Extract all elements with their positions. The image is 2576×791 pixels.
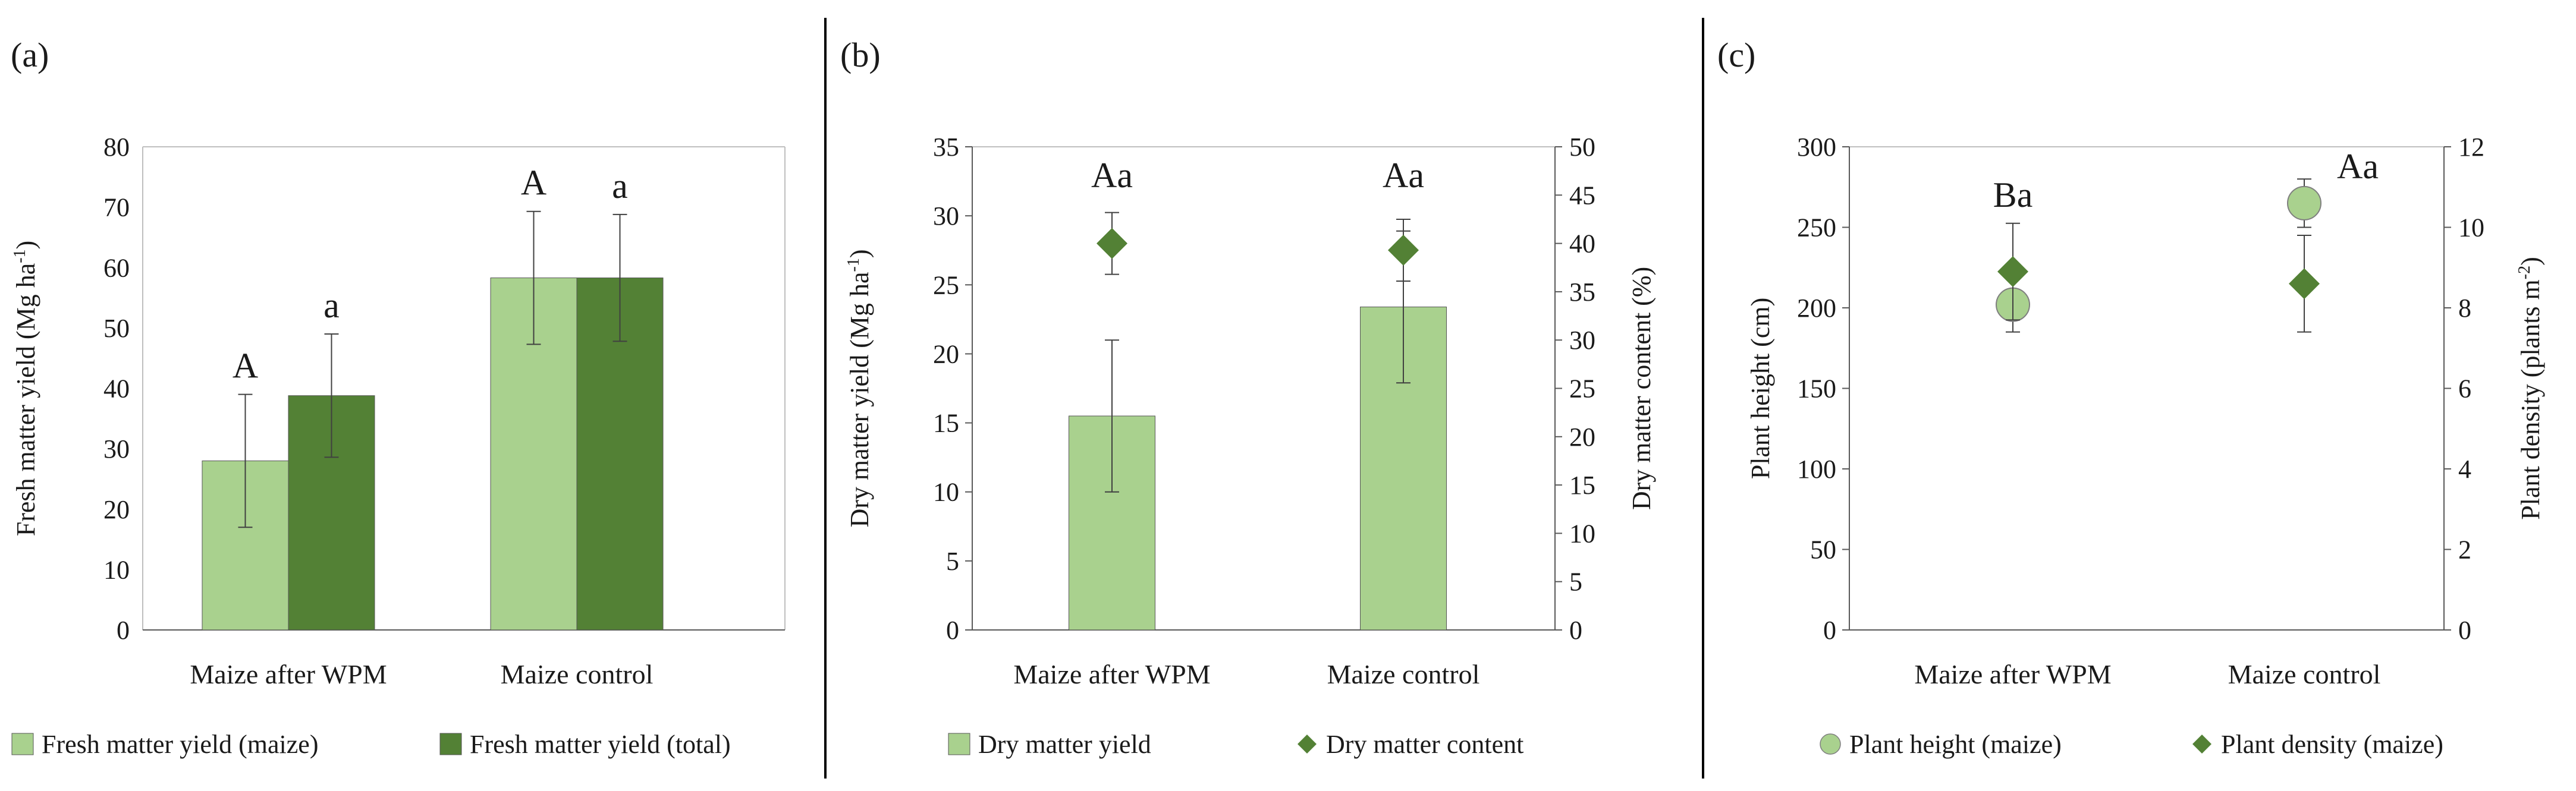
x-tick-label: Maize after WPM: [190, 659, 387, 689]
significance-letter: A: [233, 346, 258, 386]
y-tick-label-left: 50: [1810, 535, 1836, 565]
y-tick-label-right: 45: [1569, 181, 1595, 210]
legend-marker-circle: [1820, 733, 1841, 755]
data-point-diamond: [1997, 256, 2028, 288]
y-tick-label-left: 20: [103, 495, 130, 524]
legend-swatch: [11, 733, 34, 755]
x-tick-label: Maize control: [1327, 659, 1480, 689]
y-tick-label-right: 50: [1569, 133, 1595, 162]
y-tick-label-right: 5: [1569, 568, 1582, 597]
y-tick-label-left: 20: [933, 339, 959, 368]
y-tick-label-left: 300: [1797, 133, 1836, 162]
y-tick-label-left: 200: [1797, 294, 1836, 323]
y-axis-title-left: Plant height (cm): [1746, 298, 1775, 480]
y-tick-label-left: 0: [1823, 616, 1836, 645]
x-tick-label: Maize after WPM: [1013, 659, 1210, 689]
y-tick-label-left: 0: [117, 616, 130, 645]
y-axis-title-left: Dry matter yield (Mg ha-1): [844, 249, 874, 527]
x-tick-label: Maize control: [501, 659, 654, 689]
y-tick-label-left: 70: [103, 193, 130, 222]
legend-label: Fresh matter yield (maize): [42, 730, 318, 759]
significance-letter: Ba: [1993, 175, 2033, 215]
panel-label: (c): [1717, 36, 1755, 74]
data-point-diamond: [2289, 268, 2320, 300]
y-tick-label-left: 100: [1797, 455, 1836, 484]
legend-label: Dry matter yield: [978, 730, 1151, 759]
y-tick-label-right: 8: [2458, 294, 2471, 323]
legend-label: Plant height (maize): [1849, 730, 2062, 759]
y-tick-label-left: 15: [933, 409, 959, 438]
y-tick-label-left: 30: [933, 201, 959, 231]
y-axis-title-right: Plant density (plants m-2): [2515, 257, 2545, 520]
y-tick-label-left: 50: [103, 314, 130, 343]
y-tick-label-left: 80: [103, 133, 130, 162]
panel-label: (a): [11, 36, 49, 74]
legend-label: Dry matter content: [1326, 730, 1523, 759]
y-tick-label-left: 10: [103, 555, 130, 584]
legend-swatch: [948, 733, 970, 755]
y-tick-label-left: 250: [1797, 213, 1836, 242]
y-tick-label-right: 40: [1569, 229, 1595, 259]
y-tick-label-right: 30: [1569, 326, 1595, 355]
significance-letter: Aa: [2337, 147, 2379, 186]
data-point-diamond: [1388, 234, 1419, 266]
y-tick-label-right: 12: [2458, 133, 2484, 162]
x-tick-label: Maize control: [2228, 659, 2381, 689]
y-tick-label-right: 0: [1569, 616, 1582, 645]
legend-marker-diamond: [1298, 735, 1317, 754]
x-tick-label: Maize after WPM: [1914, 659, 2111, 689]
significance-letter: A: [521, 163, 546, 203]
y-tick-label-right: 2: [2458, 535, 2471, 565]
y-tick-label-left: 35: [933, 133, 959, 162]
y-tick-label-left: 150: [1797, 374, 1836, 404]
significance-letter: a: [612, 166, 628, 206]
y-tick-label-right: 20: [1569, 423, 1595, 452]
y-tick-label-right: 4: [2458, 455, 2471, 484]
y-tick-label-right: 10: [1569, 519, 1595, 548]
y-tick-label-right: 0: [2458, 616, 2471, 645]
legend-marker-diamond: [2192, 735, 2211, 754]
y-tick-label-right: 10: [2458, 213, 2484, 242]
significance-letter: Aa: [1383, 156, 1424, 195]
y-tick-label-left: 30: [103, 434, 130, 464]
legend-label: Plant density (maize): [2221, 730, 2443, 759]
y-tick-label-left: 0: [946, 616, 959, 645]
y-axis-title-right: Dry matter content (%): [1627, 267, 1656, 510]
y-tick-label-left: 60: [103, 253, 130, 282]
y-tick-label-right: 15: [1569, 471, 1595, 500]
legend-swatch: [439, 733, 462, 755]
y-tick-label-left: 40: [103, 374, 130, 404]
y-tick-label-left: 10: [933, 478, 959, 507]
y-tick-label-right: 35: [1569, 278, 1595, 307]
significance-letter: Aa: [1091, 156, 1133, 195]
y-tick-label-left: 25: [933, 270, 959, 300]
legend-label: Fresh matter yield (total): [470, 730, 731, 759]
significance-letter: a: [323, 286, 340, 325]
data-point-circle: [2287, 185, 2321, 220]
y-tick-label-right: 6: [2458, 374, 2471, 404]
data-point-diamond: [1097, 228, 1127, 259]
panel-label: (b): [840, 36, 881, 74]
y-tick-label-left: 5: [946, 547, 959, 576]
y-axis-title-left: Fresh matter yield (Mg ha-1): [11, 241, 40, 536]
y-tick-label-right: 25: [1569, 374, 1595, 404]
